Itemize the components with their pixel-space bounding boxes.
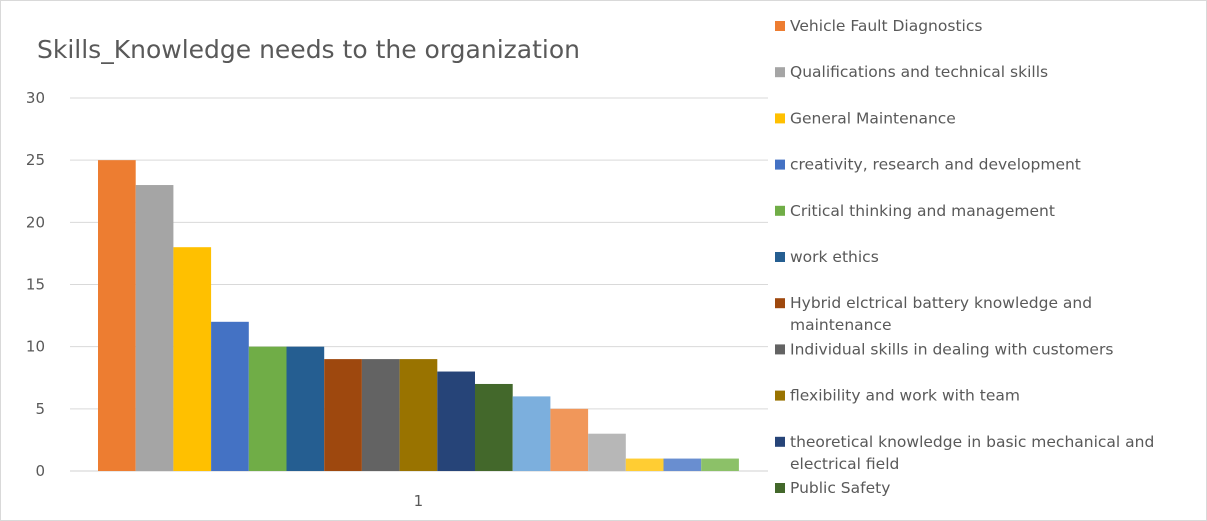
bar [286,346,325,471]
legend-label: Critical thinking and management [790,202,1055,220]
bar [135,185,174,472]
bar [437,371,475,471]
legend-item: Hybrid elctrical battery knowledge and ma… [775,294,1092,334]
chart-title: Skills_Knowledge needs to the organizati… [37,35,580,64]
bar [588,433,626,471]
bar [701,458,739,471]
legend-item: theoretical knowledge in basic mechanica… [775,433,1154,473]
legend-item: work ethics [775,248,879,266]
bar [361,359,400,471]
legend-swatch [775,436,785,447]
legend-swatch [775,252,785,262]
legend-label: Public Safety [790,479,890,497]
legend-item: Public Safety [775,479,890,497]
y-tick-label: 10 [26,338,45,356]
legend-swatch [775,344,785,355]
legend-item: creativity, research and development [775,156,1081,174]
x-tick-label: 1 [414,492,424,510]
bar [550,408,589,471]
bar [625,458,664,471]
bar [399,359,438,471]
legend-label: Individual skills in dealing with custom… [790,340,1113,358]
legend-label: creativity, research and development [790,156,1081,174]
bar [248,346,287,471]
legend-item: General Maintenance [775,109,956,127]
legend-swatch [775,483,785,493]
legend-swatch [775,67,785,78]
bar [324,359,362,471]
y-tick-label: 0 [35,462,45,480]
legend-label: work ethics [790,248,879,266]
legend-item: Vehicle Fault Diagnostics [775,17,982,35]
y-tick-label: 25 [26,151,45,169]
bar [211,321,249,471]
legend-item: Critical thinking and management [775,202,1055,220]
y-tick-label: 30 [26,89,45,107]
legend: Vehicle Fault Diagnostics Qualifications … [775,17,1154,497]
legend-label: flexibility and work with team [790,387,1020,405]
legend-swatch [775,159,785,170]
legend-swatch [775,298,785,309]
y-tick-label: 20 [26,213,45,231]
y-axis-ticks: 0 5 10 15 20 25 30 [26,89,45,480]
y-tick-label: 5 [35,400,45,418]
bar [475,383,513,471]
bar [173,247,212,471]
y-tick-label: 15 [26,276,45,294]
legend-label: Vehicle Fault Diagnostics [790,17,982,35]
legend-item: Individual skills in dealing with custom… [775,340,1113,358]
legend-item: flexibility and work with team [775,387,1020,405]
legend-label: Qualifications and technical skills [790,63,1048,81]
legend-label: General Maintenance [790,109,956,127]
legend-swatch [775,21,785,31]
legend-swatch [775,205,785,216]
x-axis-ticks: 1 [414,492,424,510]
legend-swatch [775,113,785,124]
legend-label: Hybrid elctrical battery knowledge and ma… [790,294,1092,334]
legend-swatch [775,390,785,401]
bar [512,396,551,471]
bar [663,458,702,471]
legend-item: Qualifications and technical skills [775,63,1048,81]
legend-label: theoretical knowledge in basic mechanica… [790,433,1154,473]
bars [98,160,739,472]
bar [98,160,136,471]
